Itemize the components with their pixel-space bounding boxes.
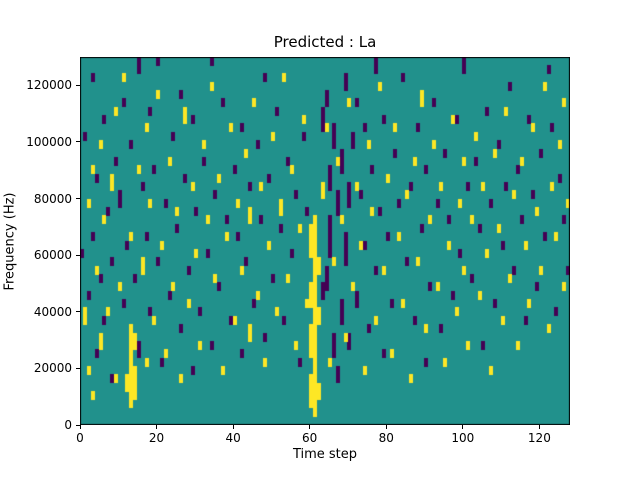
chart-title: Predicted : La (273, 33, 377, 51)
x-tick-mark (79, 425, 81, 429)
x-axis-label: Time step (292, 447, 358, 462)
x-tick-mark (385, 425, 387, 429)
y-tick-label: 80000 (33, 191, 72, 206)
x-tick-mark (538, 425, 540, 429)
x-tick-mark (309, 425, 311, 429)
y-tick-label: 100000 (26, 134, 72, 149)
x-tick-label: 80 (378, 431, 394, 445)
x-tick-label: 20 (148, 431, 165, 445)
x-tick-label: 100 (451, 431, 475, 445)
y-tick-label: 120000 (26, 78, 72, 93)
x-tick-mark (232, 425, 234, 429)
y-tick-mark (76, 367, 80, 369)
x-tick-label: 60 (302, 431, 318, 445)
heatmap-plot-area (80, 57, 570, 425)
y-tick-mark (76, 311, 80, 313)
y-tick-mark (76, 141, 80, 143)
x-tick-mark (156, 425, 158, 429)
y-tick-label: 60000 (33, 248, 72, 263)
y-tick-label: 40000 (33, 304, 72, 319)
y-tick-mark (76, 198, 80, 200)
y-tick-label: 0 (64, 418, 72, 432)
y-tick-mark (76, 254, 80, 256)
x-tick-label: 40 (225, 431, 241, 445)
y-tick-mark (76, 84, 80, 86)
y-tick-mark (76, 424, 80, 426)
y-tick-label: 20000 (33, 361, 72, 376)
x-tick-label: 120 (527, 431, 551, 445)
x-tick-mark (462, 425, 464, 429)
x-tick-label: 0 (76, 431, 84, 445)
